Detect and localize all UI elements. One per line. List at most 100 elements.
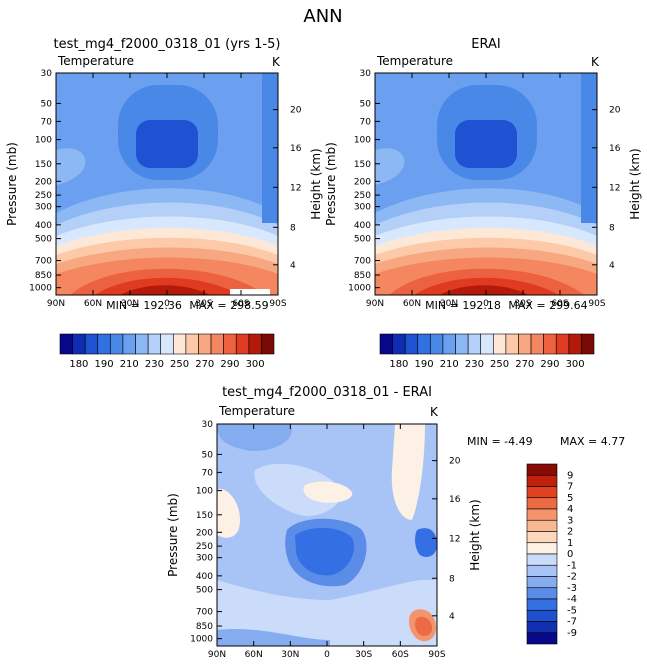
colorbar-label: 180 bbox=[69, 359, 88, 370]
colorbar-swatch bbox=[526, 609, 558, 622]
colorbar-swatch bbox=[526, 531, 558, 544]
contour-fill bbox=[415, 528, 437, 557]
contour-fill bbox=[414, 616, 432, 636]
y-tick-label: 850 bbox=[35, 271, 52, 281]
colorbar-label: -4 bbox=[567, 594, 577, 605]
y-tick-label: 150 bbox=[35, 160, 52, 170]
contour-fill bbox=[230, 289, 270, 295]
colorbar-swatch bbox=[526, 542, 558, 555]
y-tick-label: 30 bbox=[360, 69, 372, 79]
colorbar-swatch bbox=[526, 508, 558, 521]
x-tick-label: 0 bbox=[324, 650, 330, 660]
colorbar-swatch bbox=[379, 333, 393, 355]
y-tick-label: 100 bbox=[196, 487, 213, 497]
y-tick-label: 50 bbox=[360, 99, 372, 109]
y-axis-right-title: Height (km) bbox=[628, 148, 642, 219]
colorbar-label: 250 bbox=[170, 359, 189, 370]
y-tick-label: 70 bbox=[360, 117, 372, 127]
y-tick-label: 30 bbox=[202, 420, 214, 430]
contour-fill bbox=[303, 481, 353, 503]
contour-fill bbox=[455, 120, 517, 168]
height-tick-label: 4 bbox=[609, 261, 615, 271]
contour-fill bbox=[136, 120, 198, 168]
colorbar-swatch bbox=[261, 333, 275, 355]
y-axis-title: Pressure (mb) bbox=[324, 142, 338, 226]
contour-fill bbox=[217, 489, 240, 538]
y-tick-label: 150 bbox=[354, 160, 371, 170]
contour-fill bbox=[120, 285, 210, 295]
x-tick-label: 30S bbox=[355, 650, 372, 660]
height-tick-label: 4 bbox=[290, 261, 296, 271]
colorbar-swatch bbox=[526, 621, 558, 634]
panel-diff-min: MIN = -4.49 bbox=[467, 435, 533, 448]
y-tick-label: 850 bbox=[354, 271, 371, 281]
height-tick-label: 12 bbox=[449, 534, 460, 544]
colorbar-label: 0 bbox=[567, 549, 573, 560]
y-tick-label: 400 bbox=[196, 572, 213, 582]
x-tick-label: 90S bbox=[269, 299, 286, 309]
panel-model-colorbar: 180 190 210 230 250 270 290 300 bbox=[59, 333, 275, 370]
contour-fill bbox=[375, 148, 405, 185]
x-tick-label: 90N bbox=[208, 650, 226, 660]
height-tick-label: 8 bbox=[449, 574, 455, 584]
height-tick-label: 4 bbox=[449, 612, 455, 622]
colorbar-label: -3 bbox=[567, 583, 577, 594]
colorbar-label: -7 bbox=[567, 617, 577, 628]
x-tick-label: 90N bbox=[366, 299, 384, 309]
colorbar-swatch bbox=[518, 333, 532, 355]
panel-obs-left-label: Temperature bbox=[376, 54, 453, 68]
x-tick-label: 90S bbox=[588, 299, 605, 309]
colorbar-swatch bbox=[568, 333, 582, 355]
panel-obs-min: MIN = 192.18 bbox=[425, 299, 501, 312]
colorbar-swatch bbox=[110, 333, 124, 355]
colorbar-label: 290 bbox=[540, 359, 559, 370]
x-tick-label: 90S bbox=[428, 650, 445, 660]
height-tick-label: 16 bbox=[449, 495, 461, 505]
x-tick-label: 60S bbox=[392, 650, 409, 660]
colorbar-swatch bbox=[72, 333, 86, 355]
panel-model-min: MIN = 192.36 bbox=[106, 299, 182, 312]
x-tick-label: 60N bbox=[245, 650, 263, 660]
height-tick-label: 20 bbox=[449, 457, 461, 467]
x-tick-label: 60N bbox=[84, 299, 102, 309]
panel-obs-contours bbox=[375, 73, 597, 295]
panel-obs-title: ERAI bbox=[471, 37, 500, 52]
panel-diff-left-label: Temperature bbox=[218, 404, 295, 418]
colorbar-swatch bbox=[210, 333, 224, 355]
panel-diff-contours bbox=[217, 424, 437, 646]
panel-obs: ERAI Temperature K 90N 60N 30N 0 30S 60S 90S 30… bbox=[324, 37, 642, 370]
colorbar-label: -2 bbox=[567, 572, 577, 583]
y-tick-label: 100 bbox=[354, 136, 371, 146]
colorbar-label: 210 bbox=[440, 359, 459, 370]
colorbar-label: 250 bbox=[490, 359, 509, 370]
colorbar-label: -5 bbox=[567, 605, 577, 616]
panel-obs-colorbar: 180 190 210 230 250 270 290 300 bbox=[379, 333, 595, 370]
y-axis-right-title: Height (km) bbox=[309, 148, 323, 219]
colorbar-swatch bbox=[526, 553, 558, 566]
contour-fill bbox=[581, 73, 597, 223]
y-tick-label: 700 bbox=[35, 257, 52, 267]
height-tick-label: 16 bbox=[609, 144, 621, 154]
colorbar-label: 300 bbox=[246, 359, 265, 370]
y-tick-label: 300 bbox=[196, 554, 213, 564]
y-tick-label: 70 bbox=[202, 468, 214, 478]
height-tick-label: 12 bbox=[609, 183, 620, 193]
colorbar-label: 290 bbox=[220, 359, 239, 370]
colorbar-swatch bbox=[581, 333, 595, 355]
colorbar-swatch bbox=[417, 333, 431, 355]
panel-obs-axes: 90N 60N 30N 0 30S 60S 90S 30 50 70 100 150 200 250 300… bbox=[324, 69, 642, 309]
x-tick-label: 90N bbox=[47, 299, 65, 309]
y-tick-label: 400 bbox=[354, 221, 371, 231]
colorbar-label: 7 bbox=[567, 482, 573, 493]
colorbar-swatch bbox=[543, 333, 557, 355]
y-axis-title: Pressure (mb) bbox=[5, 142, 19, 226]
x-tick-label: 30N bbox=[281, 650, 299, 660]
colorbar-swatch bbox=[442, 333, 456, 355]
page-title: ANN bbox=[303, 6, 342, 27]
colorbar-swatch bbox=[526, 486, 558, 499]
y-tick-label: 500 bbox=[35, 235, 52, 245]
y-tick-label: 50 bbox=[41, 99, 53, 109]
y-tick-label: 150 bbox=[196, 511, 213, 521]
